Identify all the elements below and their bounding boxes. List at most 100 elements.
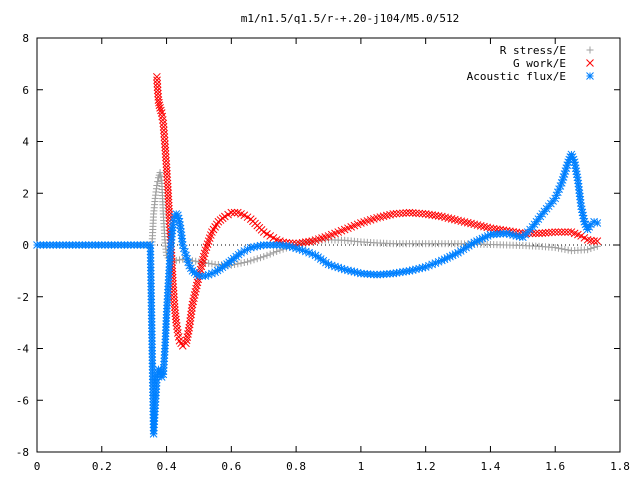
data-point bbox=[193, 278, 202, 287]
data-point bbox=[237, 259, 245, 267]
data-point bbox=[186, 317, 195, 325]
data-point bbox=[462, 243, 471, 252]
data-point bbox=[564, 246, 572, 254]
data-point bbox=[583, 235, 592, 244]
y-tick-label: -8 bbox=[16, 446, 29, 459]
data-point bbox=[489, 224, 498, 233]
data-point bbox=[186, 313, 195, 322]
x-tick-label: 1.6 bbox=[545, 460, 565, 473]
data-point bbox=[240, 258, 248, 266]
data-point bbox=[171, 306, 179, 315]
data-point bbox=[554, 228, 563, 236]
data-point bbox=[389, 210, 398, 218]
legend-marker bbox=[586, 72, 594, 80]
data-point bbox=[253, 255, 261, 263]
data-point bbox=[162, 153, 170, 162]
data-point bbox=[187, 310, 195, 319]
data-point bbox=[171, 312, 180, 321]
data-point bbox=[234, 260, 242, 268]
data-point bbox=[551, 228, 560, 236]
data-point bbox=[531, 229, 540, 238]
data-point bbox=[185, 323, 194, 332]
data-point bbox=[273, 247, 281, 255]
data-point bbox=[295, 239, 304, 248]
data-point bbox=[208, 260, 216, 268]
data-point bbox=[161, 146, 170, 155]
data-point bbox=[162, 160, 171, 168]
data-point bbox=[171, 309, 180, 318]
data-point bbox=[153, 181, 161, 189]
x-tick-label: 0.4 bbox=[157, 460, 177, 473]
data-point bbox=[191, 288, 200, 296]
data-point bbox=[298, 238, 307, 247]
data-point bbox=[561, 228, 569, 236]
data-point bbox=[244, 258, 252, 266]
data-point bbox=[415, 209, 424, 218]
data-point bbox=[159, 122, 168, 131]
data-point bbox=[305, 237, 313, 246]
data-point bbox=[237, 248, 245, 257]
data-point bbox=[155, 101, 164, 110]
data-point bbox=[156, 104, 164, 112]
x-tick-label: 1 bbox=[358, 460, 365, 473]
data-point bbox=[153, 83, 162, 92]
data-point bbox=[163, 182, 172, 191]
data-point bbox=[162, 163, 171, 172]
data-point bbox=[163, 173, 172, 181]
legend-label: R stress/E bbox=[500, 44, 566, 57]
data-point bbox=[535, 229, 543, 238]
data-point bbox=[402, 209, 411, 217]
data-point bbox=[395, 209, 404, 218]
data-point bbox=[164, 198, 173, 207]
data-point bbox=[153, 79, 162, 88]
data-point bbox=[164, 186, 172, 194]
data-point bbox=[163, 169, 171, 178]
data-point bbox=[554, 244, 562, 252]
data-point bbox=[260, 253, 268, 261]
data-point bbox=[182, 339, 190, 348]
data-point bbox=[584, 246, 592, 254]
x-tick-label: 0.8 bbox=[286, 460, 306, 473]
data-point bbox=[230, 208, 239, 217]
data-point bbox=[188, 300, 197, 309]
data-point bbox=[184, 330, 192, 338]
data-point bbox=[558, 245, 566, 253]
data-point bbox=[157, 172, 165, 180]
data-point bbox=[162, 166, 171, 175]
data-point bbox=[405, 208, 414, 217]
data-point bbox=[564, 228, 573, 236]
legend-marker bbox=[586, 46, 594, 54]
x-tick-label: 1.4 bbox=[481, 460, 501, 473]
data-point bbox=[269, 249, 277, 257]
data-point bbox=[557, 228, 566, 236]
x-tick-label: 0.2 bbox=[92, 460, 112, 473]
data-point bbox=[170, 296, 179, 305]
data-point bbox=[579, 214, 588, 223]
data-point bbox=[161, 150, 170, 158]
data-point bbox=[188, 303, 196, 312]
data-point bbox=[164, 201, 173, 210]
data-point bbox=[160, 136, 169, 145]
data-point bbox=[425, 210, 433, 219]
y-tick-label: 0 bbox=[22, 239, 29, 252]
data-point bbox=[434, 212, 443, 220]
data-point bbox=[154, 89, 162, 98]
data-point bbox=[161, 140, 169, 148]
data-point bbox=[185, 320, 194, 329]
data-point bbox=[170, 303, 179, 311]
data-point bbox=[421, 210, 430, 218]
data-point bbox=[190, 294, 198, 303]
data-point bbox=[153, 86, 162, 95]
data-point bbox=[263, 251, 271, 259]
data-point bbox=[590, 237, 598, 245]
data-point bbox=[154, 178, 162, 186]
data-point bbox=[189, 297, 198, 306]
data-point bbox=[172, 315, 180, 324]
data-point bbox=[163, 179, 172, 188]
data-point bbox=[153, 76, 161, 85]
legend-label: G work/E bbox=[513, 57, 566, 70]
data-point bbox=[557, 179, 566, 187]
series-2 bbox=[33, 150, 602, 438]
